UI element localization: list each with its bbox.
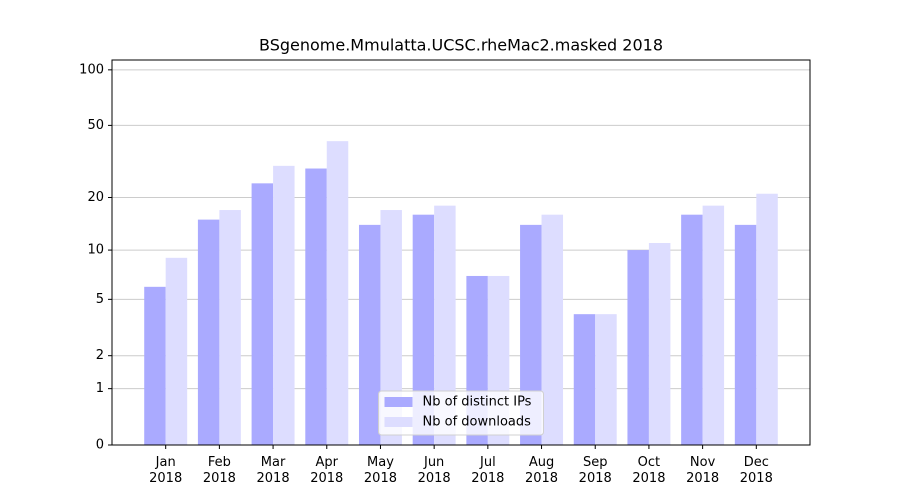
chart-title: BSgenome.Mmulatta.UCSC.rheMac2.masked 20… bbox=[259, 36, 663, 55]
bars bbox=[144, 141, 778, 445]
x-tick-label: Feb 2018 bbox=[203, 455, 236, 486]
bar bbox=[520, 224, 542, 445]
bar bbox=[305, 168, 327, 445]
x-tick-label: May 2018 bbox=[364, 455, 397, 486]
legend-box bbox=[378, 390, 544, 436]
legend-label: Nb of downloads bbox=[423, 415, 532, 430]
x-tick-label: Sep 2018 bbox=[579, 455, 612, 486]
bar bbox=[380, 210, 402, 445]
legend-swatch bbox=[384, 417, 413, 427]
bar bbox=[434, 205, 456, 445]
bar bbox=[573, 314, 596, 445]
bar bbox=[702, 205, 725, 445]
bar bbox=[326, 141, 349, 445]
bar bbox=[595, 314, 617, 445]
bar bbox=[273, 165, 295, 445]
x-tick-label: Aug 2018 bbox=[525, 455, 558, 486]
labels: 0 1 2 5 10 20 50 100 Jan 2018 Feb 2018 Mar 2018 Apr 201… bbox=[79, 62, 773, 485]
bar bbox=[627, 250, 649, 445]
x-tick-label: Apr 2018 bbox=[310, 455, 343, 486]
bar bbox=[219, 210, 241, 445]
y-tick-label: 100 bbox=[79, 62, 104, 77]
y-tick-label: 20 bbox=[87, 190, 104, 205]
bar bbox=[144, 286, 166, 445]
bar bbox=[251, 183, 274, 445]
bar bbox=[358, 224, 381, 445]
legend: Nb of distinct IPs Nb of downloads bbox=[378, 390, 544, 436]
legend-swatch bbox=[384, 397, 413, 407]
y-tick-label: 50 bbox=[87, 118, 104, 133]
y-tick-label: 0 bbox=[96, 438, 104, 453]
x-tick-label: Jan 2018 bbox=[149, 455, 182, 486]
y-tick-label: 2 bbox=[96, 348, 104, 363]
bar bbox=[165, 257, 188, 445]
x-tick-label: Dec 2018 bbox=[740, 455, 773, 486]
bar bbox=[648, 243, 671, 445]
y-tick-label: 10 bbox=[87, 243, 104, 258]
x-tick-label: Jul 2018 bbox=[471, 455, 504, 486]
bar bbox=[197, 219, 220, 445]
x-tick-label: Jun 2018 bbox=[418, 455, 451, 486]
y-tick-label: 1 bbox=[96, 381, 104, 396]
axes-frame bbox=[111, 59, 811, 446]
legend-label: Nb of distinct IPs bbox=[423, 395, 532, 410]
bar bbox=[412, 214, 435, 445]
x-tick-label: Mar 2018 bbox=[257, 455, 290, 486]
bar bbox=[681, 214, 703, 445]
bar bbox=[734, 224, 757, 445]
x-tick-label: Nov 2018 bbox=[686, 455, 719, 486]
x-tick-label: Oct 2018 bbox=[632, 455, 665, 486]
bar bbox=[756, 193, 778, 445]
y-tick-label: 5 bbox=[96, 292, 104, 307]
bar bbox=[541, 214, 564, 445]
